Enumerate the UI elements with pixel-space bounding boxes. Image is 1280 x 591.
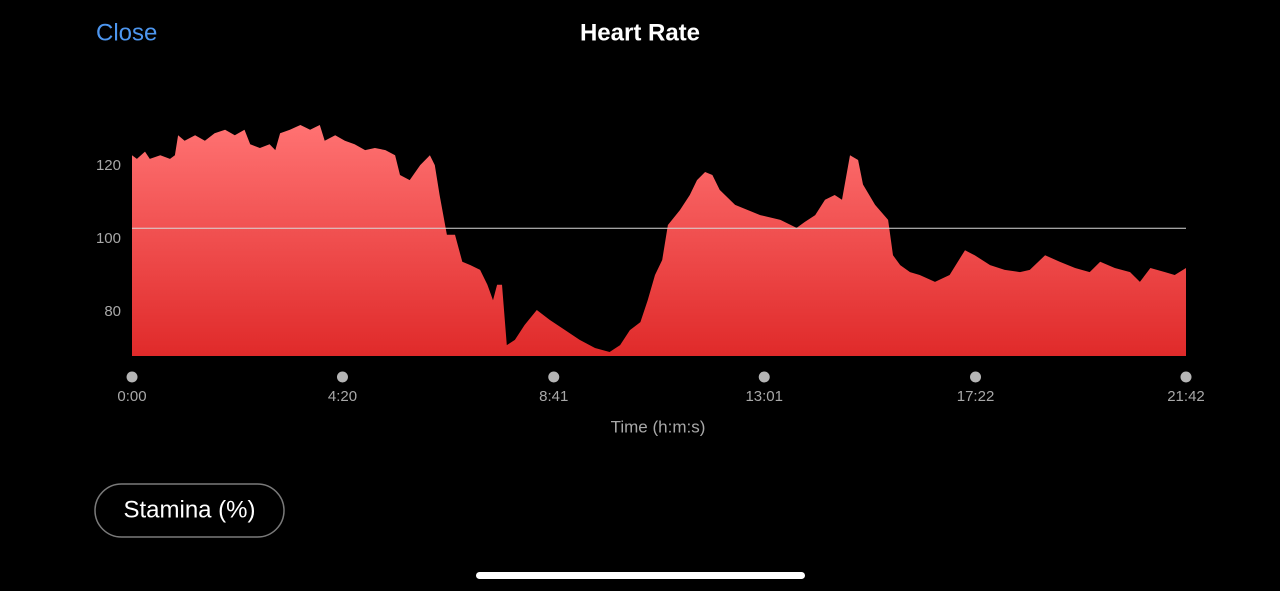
x-tick-label: 17:22 (957, 388, 995, 405)
home-indicator (476, 572, 805, 579)
x-tick-label: 21:42 (1167, 388, 1205, 405)
heart-rate-area (132, 125, 1186, 356)
x-tick-dot (758, 371, 770, 383)
close-button[interactable]: Close (96, 19, 157, 46)
x-tick-label: 0:00 (117, 388, 146, 405)
x-tick-dot (548, 371, 560, 383)
title: Heart Rate (580, 19, 700, 46)
y-tick-label: 100 (96, 230, 121, 247)
stamina-button[interactable] (94, 483, 285, 538)
x-tick-dot (1180, 371, 1192, 383)
y-tick-label: 120 (96, 157, 121, 174)
x-tick-label: 8:41 (539, 388, 568, 405)
x-axis-title: Time (h:m:s) (611, 417, 706, 436)
x-tick-dot (970, 371, 982, 383)
stamina-button-label[interactable]: Stamina (%) (123, 496, 255, 523)
x-tick-dot (126, 371, 138, 383)
x-tick-label: 4:20 (328, 388, 357, 405)
x-tick-dot (336, 371, 348, 383)
y-tick-label: 80 (104, 303, 121, 320)
x-tick-label: 13:01 (745, 388, 783, 405)
